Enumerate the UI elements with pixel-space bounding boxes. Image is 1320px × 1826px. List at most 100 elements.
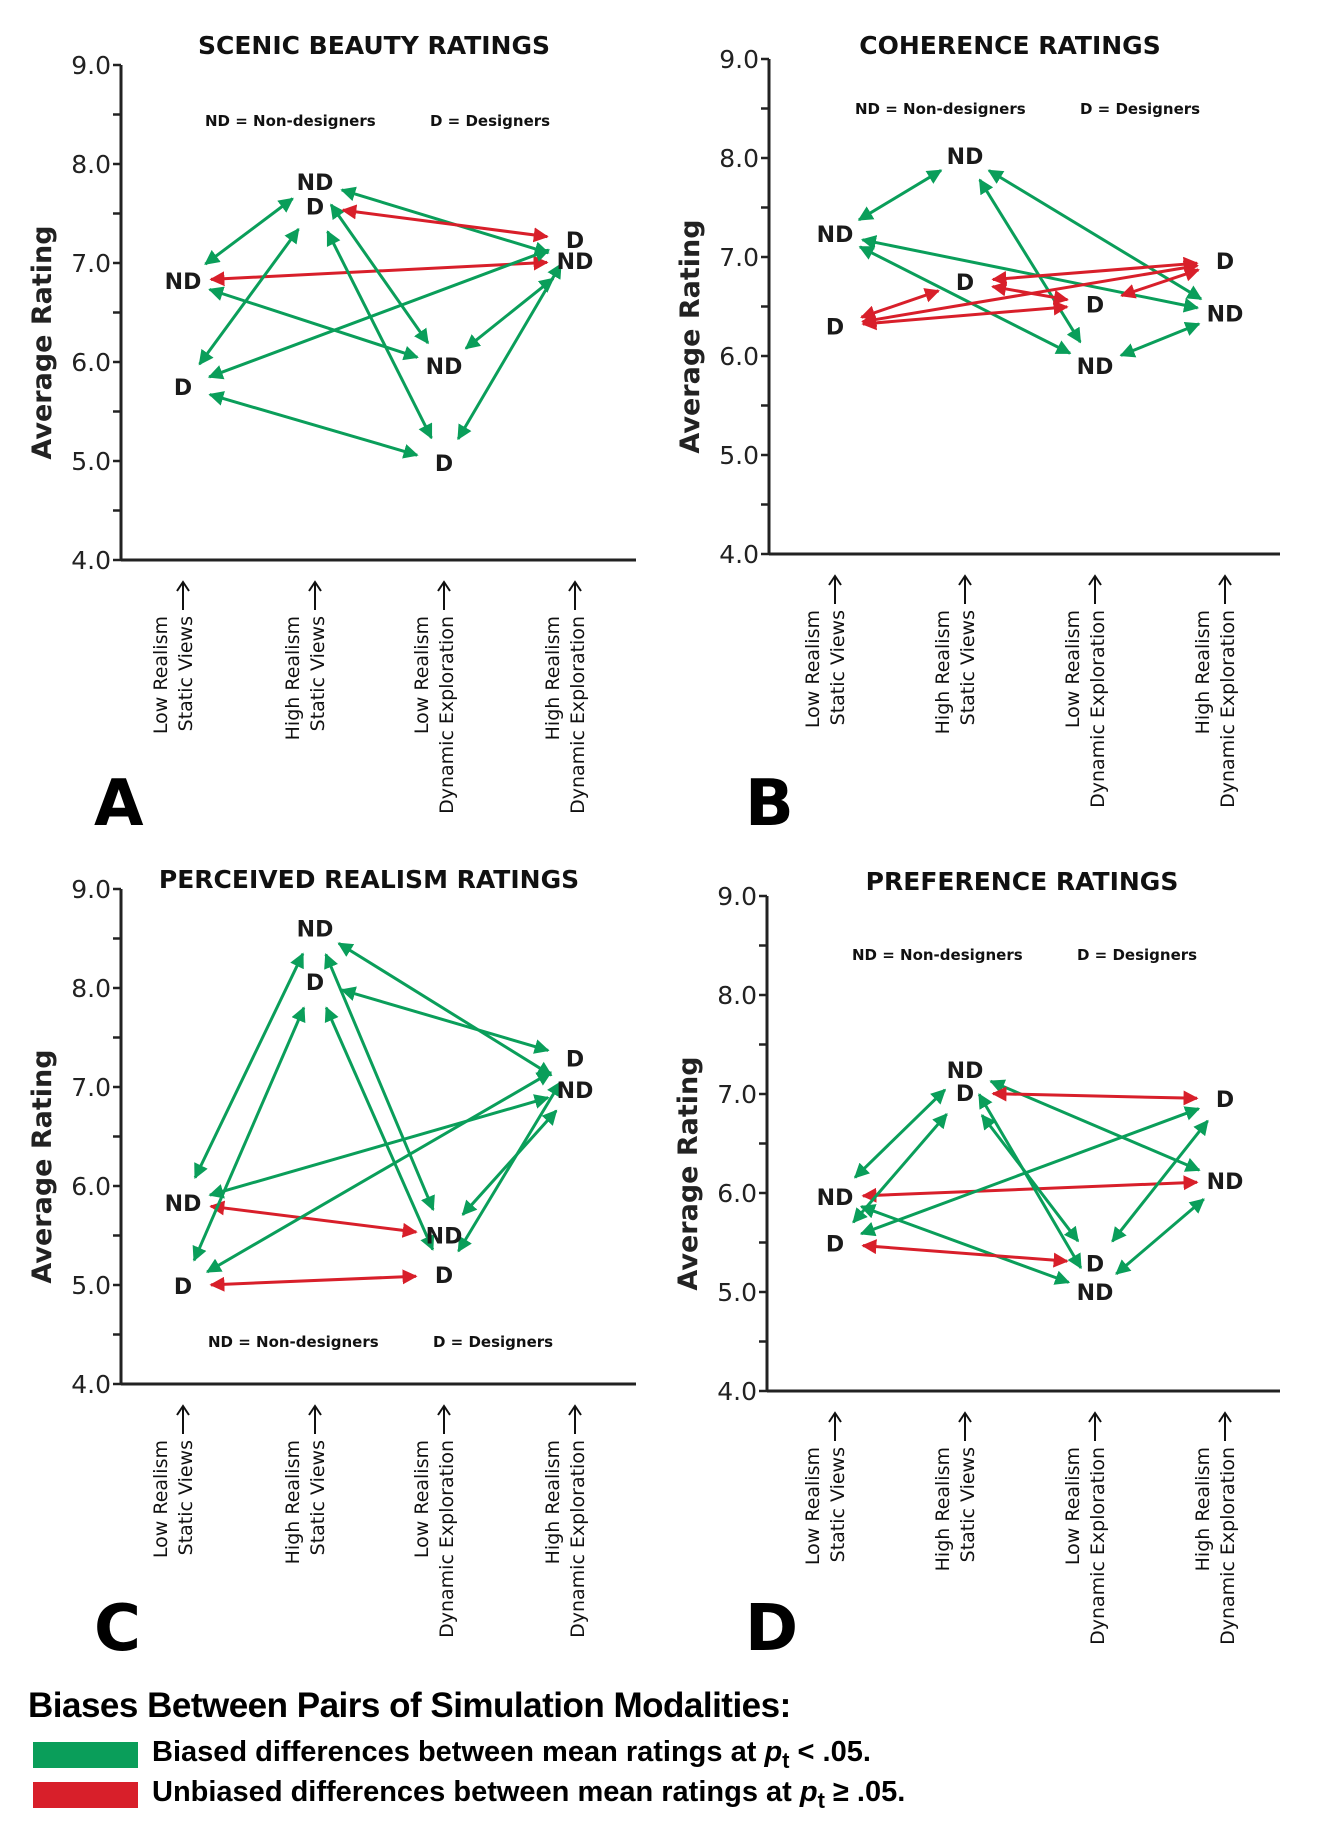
- data-marker-d: D: [1086, 294, 1104, 319]
- biased-comparison-arrow: [456, 263, 563, 441]
- biased-comparison-arrow: [1119, 322, 1201, 358]
- data-marker-nd: ND: [426, 355, 463, 380]
- data-marker-d: D: [174, 376, 192, 401]
- chart-panel-c: PERCEIVED REALISM RATINGS 9.0 8.0 7.0 6.0 5.0…: [27, 865, 636, 1666]
- category-label: Dynamic Exploration: [436, 616, 458, 814]
- data-marker-nd: ND: [1207, 1170, 1244, 1195]
- key-non-designers: ND = Non-designers: [205, 112, 376, 130]
- legend-item-unbiased: Unbiased differences between mean rating…: [33, 1776, 905, 1814]
- category-label: Dynamic Exploration: [436, 1440, 458, 1638]
- data-marker-d: D: [1216, 250, 1234, 275]
- biased-comparison-arrow: [340, 186, 550, 257]
- legend-label-unbiased: Unbiased differences between mean rating…: [152, 1776, 906, 1813]
- y-tick-label: 5.0: [717, 1278, 757, 1307]
- category-arrow-head-icon: [568, 580, 582, 592]
- biased-comparison-arrow: [859, 1106, 1201, 1237]
- chart-title: COHERENCE RATINGS: [859, 31, 1160, 60]
- category-label: Static Views: [957, 1447, 979, 1562]
- biased-comparison-arrow: [858, 245, 1072, 355]
- y-axis-label: Average Rating: [27, 225, 58, 459]
- key-designers: D = Designers: [1077, 946, 1197, 964]
- y-tick-label: 6.0: [717, 1179, 757, 1208]
- key-non-designers: ND = Non-designers: [852, 946, 1023, 964]
- y-tick-label: 9.0: [71, 51, 111, 80]
- key-non-designers: ND = Non-designers: [855, 100, 1026, 118]
- category-label: Dynamic Exploration: [567, 1440, 589, 1638]
- y-tick-label: 4.0: [717, 1377, 757, 1406]
- category-label: High Realism: [1192, 1447, 1214, 1571]
- biased-comparison-arrow: [337, 942, 553, 1077]
- category-label: Low Realism: [411, 616, 433, 734]
- category-arrow-head-icon: [1218, 1411, 1232, 1423]
- category-label: Dynamic Exploration: [567, 616, 589, 814]
- unbiased-comparison-arrow: [861, 1175, 1199, 1203]
- category-arrow-head-icon: [437, 1404, 451, 1416]
- biased-comparison-arrow: [207, 247, 551, 380]
- data-marker-d: D: [306, 196, 324, 221]
- category-label: Low Realism: [150, 1440, 172, 1558]
- y-tick-label: 5.0: [719, 441, 759, 470]
- y-tick-label: 4.0: [719, 540, 759, 569]
- y-tick-label: 8.0: [717, 981, 757, 1010]
- chart-panel-a: SCENIC BEAUTY RATINGS 9.0 8.0 7.0 6.0 5.0 4.0 A…: [27, 31, 636, 841]
- category-label: Dynamic Exploration: [1217, 1447, 1239, 1645]
- category-arrow-head-icon: [437, 580, 451, 592]
- data-marker-nd: ND: [1207, 302, 1244, 327]
- biased-comparison-arrow: [198, 227, 300, 366]
- category-label: Dynamic Exploration: [1217, 610, 1239, 808]
- biased-comparison-arrow: [977, 1093, 1083, 1270]
- chart-title: PREFERENCE RATINGS: [866, 867, 1179, 896]
- y-tick-label: 9.0: [719, 45, 759, 74]
- data-marker-d: D: [956, 271, 974, 296]
- data-marker-nd: ND: [165, 270, 202, 295]
- biased-comparison-arrow: [192, 1006, 306, 1262]
- y-axis-label: Average Rating: [27, 1049, 58, 1283]
- data-marker-nd: ND: [1077, 355, 1114, 380]
- category-arrow-head-icon: [1088, 574, 1102, 586]
- chart-panel-d: PREFERENCE RATINGS 9.0 8.0 7.0 6.0 5.0 4.0 Aver…: [673, 867, 1280, 1666]
- category-label: Low Realism: [411, 1440, 433, 1558]
- y-axis-label: Average Rating: [673, 1056, 704, 1290]
- legend-item-biased: Biased differences between mean ratings …: [33, 1736, 871, 1774]
- chart-title: SCENIC BEAUTY RATINGS: [198, 31, 550, 60]
- category-label: Static Views: [307, 1440, 329, 1555]
- unbiased-comparison-arrow: [991, 1086, 1199, 1106]
- category-arrow-head-icon: [568, 1404, 582, 1416]
- legend-label-biased: Biased differences between mean ratings …: [152, 1736, 871, 1773]
- panel-letter: B: [745, 767, 794, 841]
- data-marker-nd: ND: [817, 1186, 854, 1211]
- biased-comparison-arrow: [326, 230, 433, 440]
- data-marker-d: D: [826, 1232, 844, 1257]
- unbiased-comparison-arrow: [341, 204, 549, 243]
- y-tick-label: 7.0: [71, 1073, 111, 1102]
- key-designers: D = Designers: [433, 1333, 553, 1351]
- biased-comparison-arrow: [324, 1006, 435, 1251]
- y-tick-label: 6.0: [71, 348, 111, 377]
- category-label: Static Views: [827, 610, 849, 725]
- panel-letter: C: [94, 1592, 141, 1666]
- data-marker-d: D: [826, 315, 844, 340]
- data-marker-nd: ND: [297, 171, 334, 196]
- data-marker-nd: ND: [1077, 1281, 1114, 1306]
- biased-comparison-arrow: [978, 178, 1082, 344]
- category-label: Low Realism: [802, 610, 824, 728]
- biased-comparison-arrow: [193, 952, 305, 1179]
- data-marker-d: D: [1086, 1252, 1104, 1277]
- data-marker-nd: ND: [557, 1079, 594, 1104]
- category-arrow-head-icon: [1088, 1411, 1102, 1423]
- y-tick-label: 4.0: [71, 1370, 111, 1399]
- panel-letter: A: [94, 767, 144, 841]
- data-marker-nd: ND: [165, 1192, 202, 1217]
- category-label: High Realism: [542, 1440, 564, 1564]
- category-label: Low Realism: [802, 1447, 824, 1565]
- category-label: High Realism: [282, 1440, 304, 1564]
- category-arrow-head-icon: [308, 1404, 322, 1416]
- category-label: High Realism: [282, 616, 304, 740]
- data-marker-nd: ND: [426, 1225, 463, 1250]
- data-marker-nd: ND: [947, 145, 984, 170]
- y-tick-label: 7.0: [71, 249, 111, 278]
- category-label: Low Realism: [150, 616, 172, 734]
- data-marker-d: D: [566, 1047, 584, 1072]
- y-tick-label: 5.0: [71, 1271, 111, 1300]
